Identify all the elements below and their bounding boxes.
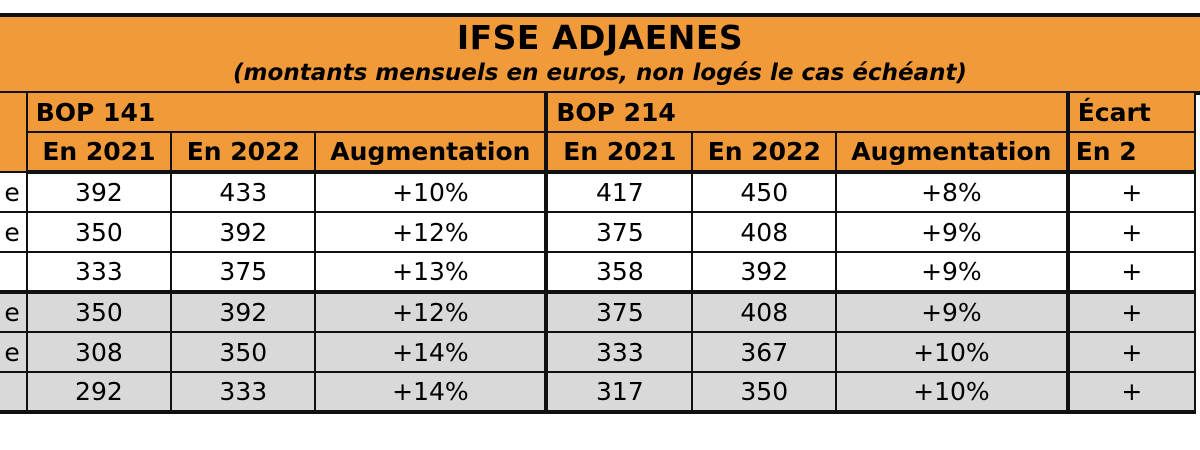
table-cell: 333 [545, 331, 694, 373]
table-cell: 333 [170, 371, 317, 414]
table-cell: 350 [170, 331, 317, 373]
table-row: e 350 392 +12% 375 408 +9% + [0, 291, 1197, 333]
table-cell: 433 [170, 171, 317, 213]
group-header-bop-141: BOP 141 [25, 91, 549, 133]
table-cell: 333 [25, 251, 173, 294]
table-cell: + [1066, 331, 1197, 373]
table-cell: +8% [835, 171, 1070, 213]
table-cell: +9% [835, 291, 1070, 333]
table-cell: + [1066, 371, 1197, 414]
table-cell: 350 [25, 211, 173, 253]
table-cell: 350 [691, 371, 838, 414]
table-cell: 292 [25, 371, 173, 414]
row-label [0, 371, 28, 414]
table-cell: 308 [25, 331, 173, 373]
subheader-bop141-2022: En 2022 [170, 131, 317, 174]
table-cell: 392 [170, 291, 317, 333]
table-cell: +10% [835, 331, 1070, 373]
subheader-bop214-2022: En 2022 [691, 131, 838, 174]
subheader-bop214-augmentation: Augmentation [835, 131, 1070, 174]
subheader-bop141-augmentation: Augmentation [314, 131, 549, 174]
row-label: e [0, 291, 28, 333]
subheader-bop141-2021: En 2021 [25, 131, 173, 174]
row-label: e [0, 211, 28, 253]
table-cell: +12% [314, 211, 549, 253]
table-cell: + [1066, 211, 1197, 253]
table-cell: 375 [545, 211, 694, 253]
table-cell: + [1066, 171, 1197, 213]
subheader-bop214-2021: En 2021 [545, 131, 694, 174]
row-label [0, 251, 28, 294]
table-cell: +9% [835, 211, 1070, 253]
table-row: 292 333 +14% 317 350 +10% + [0, 371, 1197, 414]
table-cell: +10% [835, 371, 1070, 414]
table-cell: + [1066, 251, 1197, 294]
table-row: e 350 392 +12% 375 408 +9% + [0, 211, 1197, 253]
table-cell: +13% [314, 251, 549, 294]
group-header-row: BOP 141 BOP 214 Écart [0, 91, 1197, 173]
table-cell: 392 [170, 211, 317, 253]
table-cell: 417 [545, 171, 694, 213]
row-label: e [0, 331, 28, 373]
table-row: e 392 433 +10% 417 450 +8% + [0, 171, 1197, 213]
table-cell: +14% [314, 331, 549, 373]
row-label: e [0, 171, 28, 213]
table-cell: 375 [545, 291, 694, 333]
table-cell: +12% [314, 291, 549, 333]
sub-header-row: En 2021 En 2022 Augmentation En 2021 En … [0, 131, 1197, 174]
table-cell: + [1066, 291, 1197, 333]
table-cell: +10% [314, 171, 549, 213]
table-cell: 392 [691, 251, 838, 294]
table-cell: 450 [691, 171, 838, 213]
table-cell: 350 [25, 291, 173, 333]
table-row: 333 375 +13% 358 392 +9% + [0, 251, 1197, 294]
table-cell: +14% [314, 371, 549, 414]
table-row: e 308 350 +14% 333 367 +10% + [0, 331, 1197, 373]
group-header-ecart: Écart [1066, 91, 1197, 133]
table-cell: 367 [691, 331, 838, 373]
group-header-bop-214: BOP 214 [545, 91, 1070, 133]
table-cell: 375 [170, 251, 317, 294]
table-cell: +9% [835, 251, 1070, 294]
title-band [0, 13, 1200, 95]
ifse-table: BOP 141 BOP 214 Écart En 2021 En 2022 Au… [0, 91, 1197, 414]
table-subtitle: (montants mensuels en euros, non logés l… [233, 60, 967, 86]
table-cell: 408 [691, 291, 838, 333]
table-cell: 408 [691, 211, 838, 253]
table-cell: 358 [545, 251, 694, 294]
row-label-header [0, 91, 28, 173]
subheader-ecart-2021: En 2 [1066, 131, 1197, 174]
table-cell: 317 [545, 371, 694, 414]
table-title: IFSE ADJAENES [456, 18, 744, 57]
table-cell: 392 [25, 171, 173, 213]
